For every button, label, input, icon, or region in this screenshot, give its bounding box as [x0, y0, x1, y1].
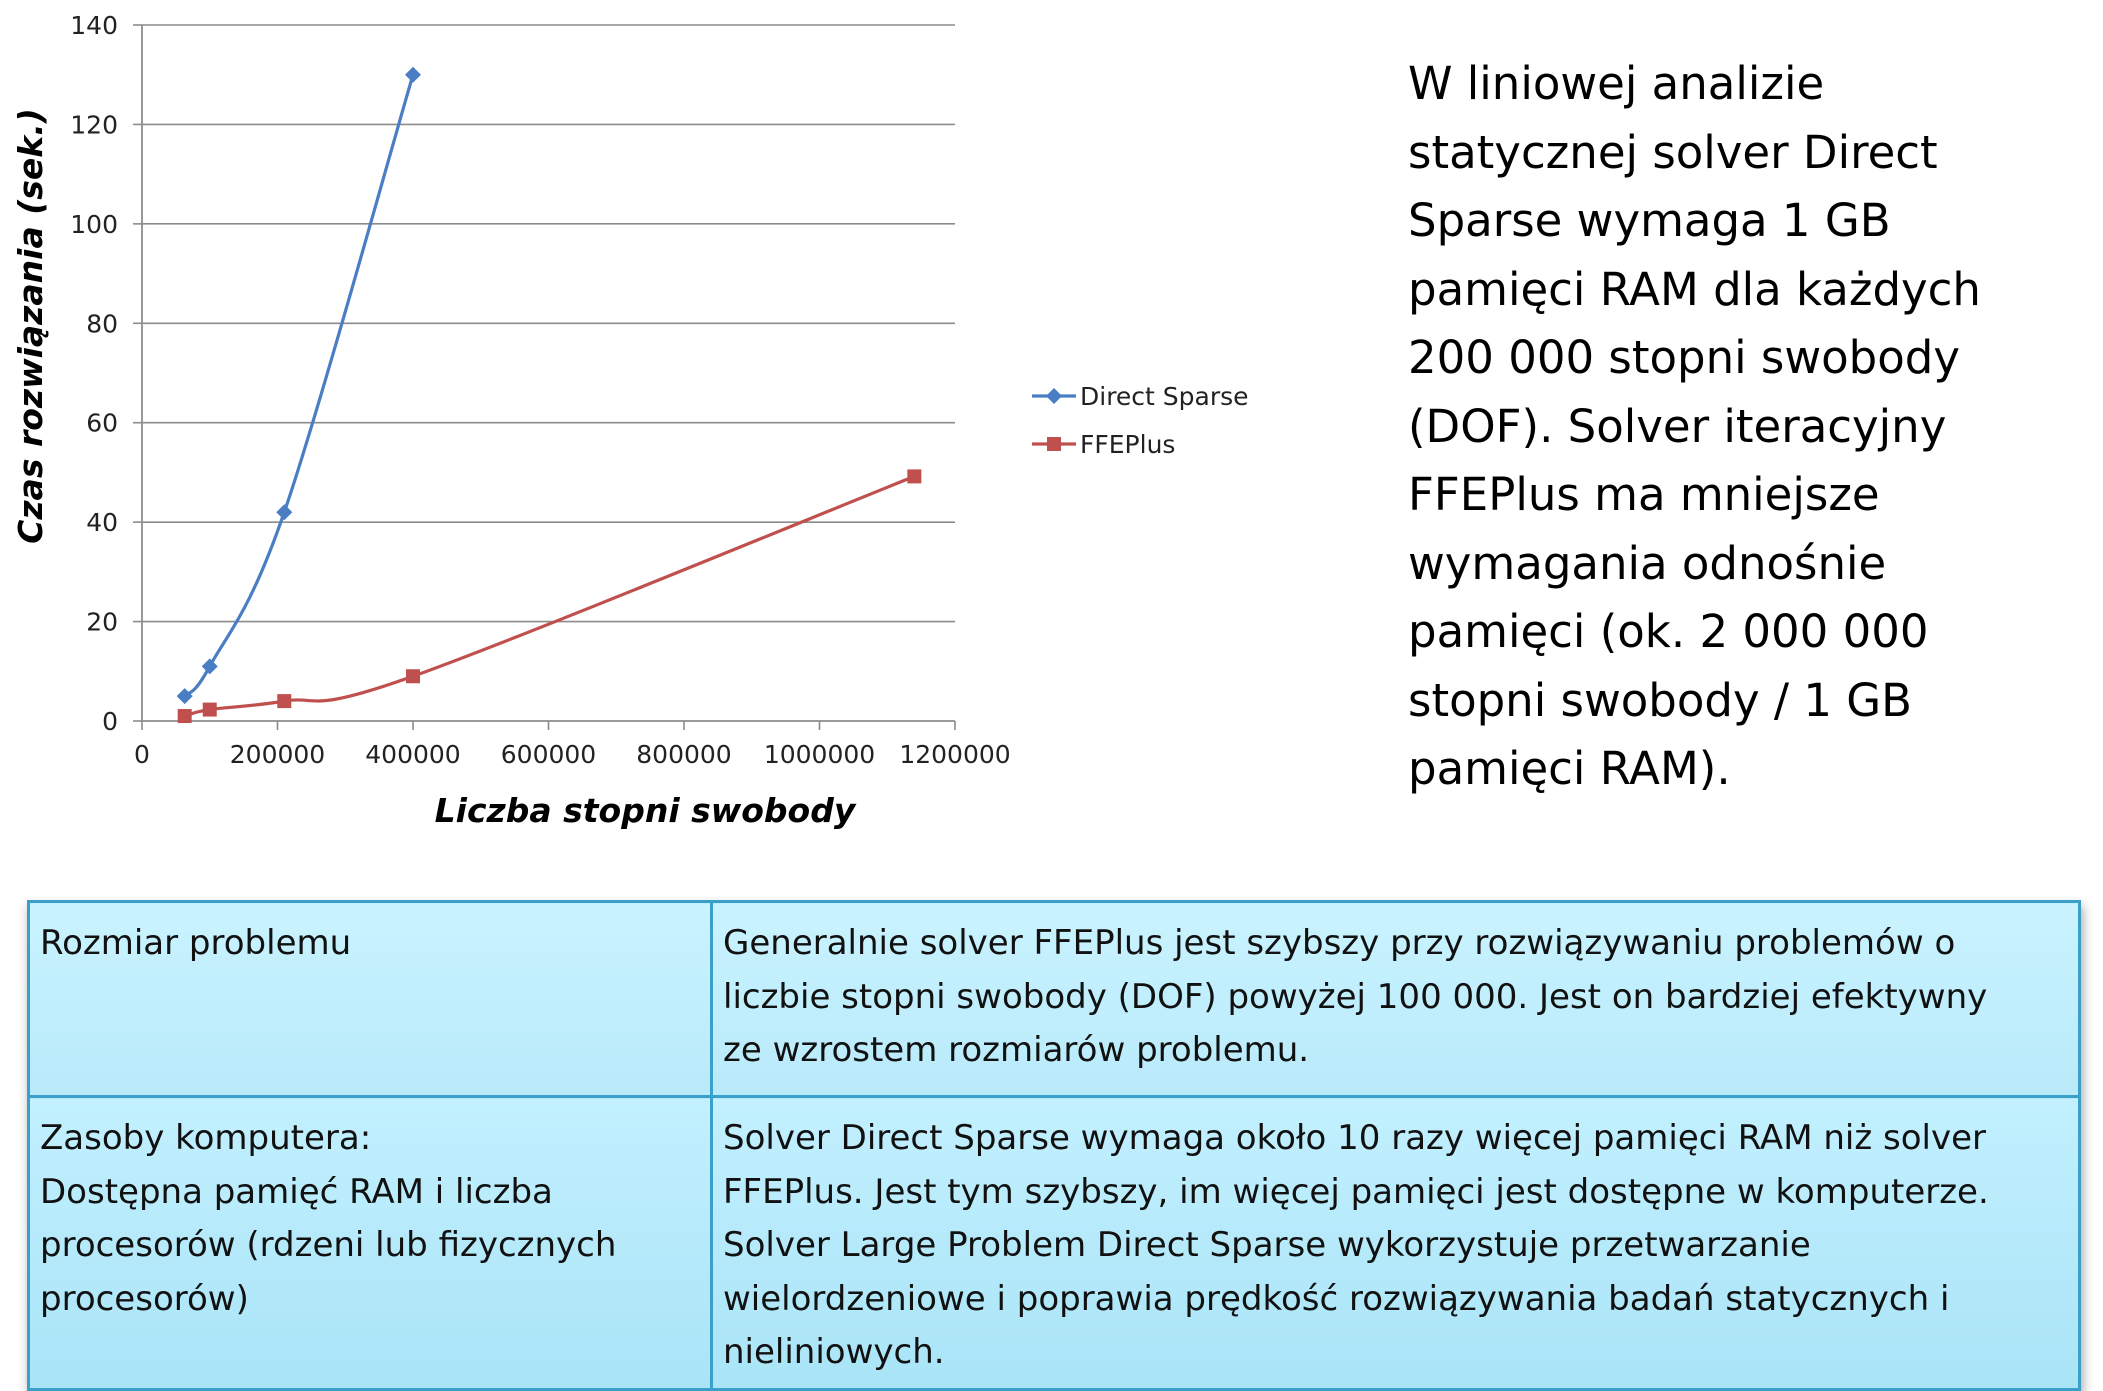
- legend-label-direct-sparse: Direct Sparse: [1080, 382, 1249, 411]
- data-point-ffeplus: [177, 709, 192, 724]
- y-tick-label: 100: [70, 210, 118, 239]
- legend-label-ffeplus: FFEPlus: [1080, 430, 1175, 459]
- y-tick-label: 60: [86, 409, 118, 438]
- data-point-ffeplus: [277, 694, 292, 709]
- x-axis-title: Liczba stopni swobody: [435, 791, 857, 830]
- solver-time-chart: 0 20 40 60 80 100 120 140 0 200000 400000 600000 80…: [11, 11, 1249, 830]
- side-note-line: FFEPlus ma mniejsze: [1408, 468, 1880, 521]
- table-row: Zasoby komputera: Dostępna pamięć RAM i …: [27, 1095, 2081, 1391]
- x-tick-label: 600000: [501, 740, 596, 769]
- side-note: W liniowej analizie statycznej solver Di…: [1408, 50, 2078, 804]
- series-line-direct-sparse: [183, 74, 415, 698]
- side-note-line: Sparse wymaga 1 GB: [1408, 194, 1891, 247]
- solver-comparison-table: Rozmiar problemu Generalnie solver FFEPl…: [27, 900, 2081, 1391]
- y-tick-labels: 0 20 40 60 80 100 120 140: [70, 11, 118, 736]
- table-cell-label: Rozmiar problemu: [27, 900, 713, 1098]
- y-tick-label: 20: [86, 608, 118, 637]
- axes: [133, 24, 956, 730]
- legend: Direct Sparse FFEPlus: [1032, 382, 1249, 459]
- data-point-direct-sparse: [201, 658, 218, 675]
- y-axis-title: Czas rozwiązania (sek.): [11, 108, 50, 544]
- series-ffeplus: [177, 469, 922, 724]
- side-note-line: stopni swobody / 1 GB: [1408, 673, 1913, 727]
- y-tick-label: 40: [86, 508, 118, 537]
- side-note-line: statycznej solver Direct: [1408, 125, 1938, 179]
- x-tick-label: 0: [134, 740, 150, 769]
- data-point-ffeplus: [907, 469, 922, 484]
- data-point-ffeplus: [202, 702, 217, 717]
- side-note-line: wymagania odnośnie: [1408, 536, 1887, 590]
- x-tick-label: 1200000: [899, 740, 1010, 769]
- legend-marker-direct-sparse: [1046, 388, 1062, 404]
- side-note-line: pamięci (ok. 2 000 000: [1408, 605, 1929, 658]
- x-tick-label: 200000: [230, 740, 325, 769]
- side-note-line: W liniowej analizie: [1408, 57, 1825, 110]
- y-tick-label: 120: [70, 110, 118, 139]
- gridlines: [142, 24, 955, 623]
- legend-marker-ffeplus: [1047, 437, 1061, 451]
- x-tick-label: 1000000: [764, 740, 875, 769]
- x-tick-labels: 0 200000 400000 600000 800000 1000000 1200000: [134, 740, 1011, 769]
- data-point-direct-sparse: [176, 688, 193, 705]
- data-point-direct-sparse: [276, 504, 293, 521]
- side-note-line: 200 000 stopni swobody: [1408, 331, 1960, 384]
- side-note-line: (DOF). Solver iteracyjny: [1408, 399, 1947, 453]
- series-layer: [176, 66, 922, 724]
- y-tick-label: 140: [70, 11, 118, 40]
- data-point-direct-sparse: [405, 66, 421, 83]
- table-cell-text: Generalnie solver FFEPlus jest szybszy p…: [710, 900, 2081, 1098]
- y-tick-label: 0: [102, 707, 118, 736]
- table-cell-text: Solver Direct Sparse wymaga około 10 raz…: [710, 1095, 2081, 1391]
- series-direct-sparse: [176, 66, 421, 705]
- side-note-line: pamięci RAM).: [1408, 742, 1731, 795]
- side-note-line: pamięci RAM dla każdych: [1408, 262, 1981, 316]
- series-line-ffeplus: [184, 474, 915, 718]
- x-tick-label: 800000: [636, 740, 731, 769]
- data-point-ffeplus: [406, 669, 420, 684]
- y-tick-label: 80: [86, 309, 118, 338]
- x-tick-label: 400000: [365, 740, 460, 769]
- table-row: Rozmiar problemu Generalnie solver FFEPl…: [27, 900, 2081, 1098]
- table-cell-label: Zasoby komputera: Dostępna pamięć RAM i …: [27, 1095, 713, 1391]
